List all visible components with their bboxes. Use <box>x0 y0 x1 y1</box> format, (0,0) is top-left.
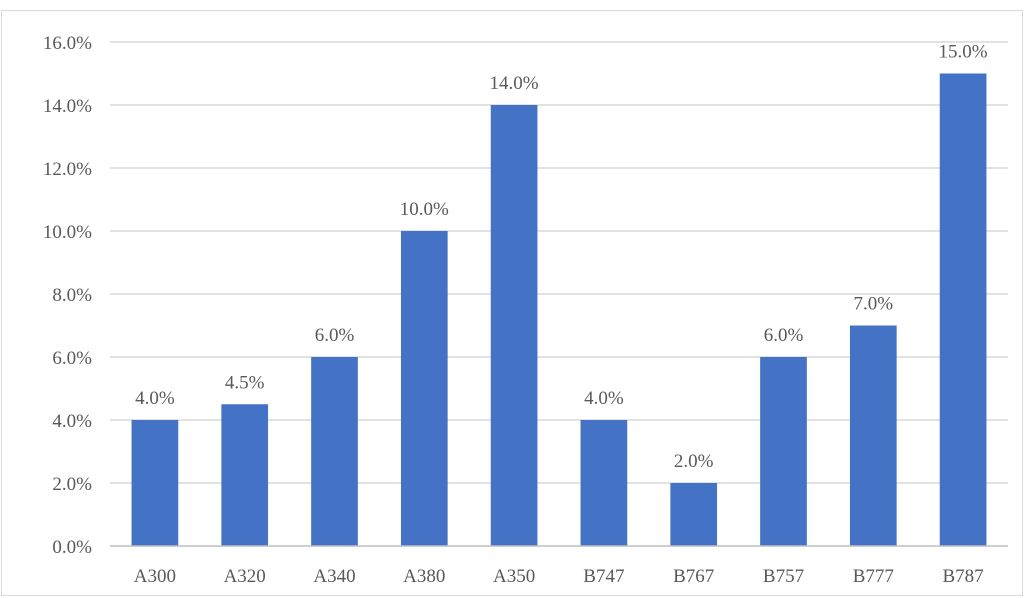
y-tick-label: 6.0% <box>52 348 92 369</box>
x-category-label: B777 <box>853 566 894 587</box>
data-label: 15.0% <box>939 42 988 63</box>
x-category-label: A320 <box>224 566 266 587</box>
y-tick-label: 16.0% <box>43 33 92 54</box>
bar-b747 <box>580 420 628 546</box>
x-category-label: B747 <box>583 566 624 587</box>
x-category-label: B767 <box>673 566 714 587</box>
y-tick-label: 4.0% <box>52 411 92 432</box>
data-label: 4.5% <box>225 372 265 393</box>
x-category-label: A380 <box>403 566 445 587</box>
y-tick-label: 14.0% <box>43 96 92 117</box>
bar-b777 <box>849 325 897 546</box>
bar-a300 <box>131 420 179 546</box>
data-label: 4.0% <box>135 388 175 409</box>
bar-a340 <box>311 357 358 546</box>
y-tick-label: 8.0% <box>52 285 92 306</box>
x-category-label: B757 <box>763 566 804 587</box>
data-labels: 4.0% 4.5% 6.0% 10.0% 14.0% 4.0% 2.0% 6.0% 7.0% 15… <box>135 42 988 473</box>
x-category-label: A340 <box>313 566 355 587</box>
x-category-label: A300 <box>134 566 176 587</box>
bar-b757 <box>760 357 807 546</box>
data-label: 6.0% <box>764 325 804 346</box>
y-tick-label: 12.0% <box>43 159 92 180</box>
y-tick-label: 2.0% <box>52 474 92 495</box>
x-category-label: A350 <box>493 566 535 587</box>
bar-a380 <box>400 231 448 546</box>
data-label: 14.0% <box>490 73 539 94</box>
bar-a350 <box>490 105 538 546</box>
data-label: 6.0% <box>315 325 355 346</box>
data-label: 7.0% <box>854 294 894 315</box>
data-label: 2.0% <box>674 451 714 472</box>
y-tick-label: 0.0% <box>52 537 92 558</box>
x-axis-category-labels: A300 A320 A340 A380 A350 B747 B767 B757 B777 B787 <box>134 566 984 587</box>
bar-b787 <box>939 73 987 546</box>
y-axis-tick-labels: 0.0% 2.0% 4.0% 6.0% 8.0% 10.0% 12.0% 14.0% 16.0% <box>43 33 92 558</box>
data-label: 4.0% <box>584 388 624 409</box>
x-category-label: B787 <box>943 566 984 587</box>
bar-b767 <box>670 483 718 546</box>
y-tick-label: 10.0% <box>43 222 92 243</box>
bars <box>131 73 987 546</box>
bar-a320 <box>221 404 269 546</box>
data-label: 10.0% <box>400 199 449 220</box>
